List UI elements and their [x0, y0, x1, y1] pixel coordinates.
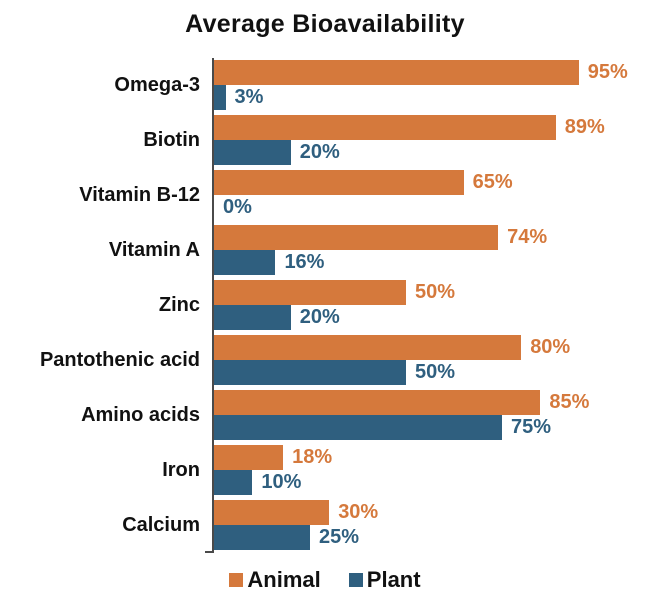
animal-bar-row: 74%	[214, 225, 650, 250]
plant-bar	[214, 250, 276, 275]
legend-label: Animal	[247, 567, 321, 592]
animal-bar	[214, 335, 522, 360]
plant-bar	[214, 360, 406, 385]
plant-value-label: 25%	[319, 526, 360, 548]
category-bars: 65% 0%	[212, 170, 650, 220]
plant-value-label: 50%	[415, 361, 456, 383]
category-label: Amino acids	[81, 403, 200, 426]
category-label: Vitamin A	[108, 238, 200, 261]
animal-value-label: 95%	[587, 61, 628, 83]
legend-label: Plant	[366, 567, 421, 592]
category-bars: 89% 20%	[212, 115, 650, 165]
category-group: Amino acids 85% 75%	[0, 390, 650, 440]
category-group: Pantothenic acid 80% 50%	[0, 335, 650, 385]
plant-bar-row: 20%	[214, 140, 650, 165]
category-group: Calcium 30% 25%	[0, 500, 650, 550]
plant-bar-row: 25%	[214, 525, 650, 550]
animal-bar	[214, 170, 464, 195]
plant-bar	[214, 470, 253, 495]
plant-bar	[214, 305, 291, 330]
plant-bar	[214, 525, 310, 550]
animal-value-label: 80%	[530, 336, 571, 358]
animal-bar-row: 65%	[214, 170, 650, 195]
plant-bar-row: 16%	[214, 250, 650, 275]
animal-bar	[214, 280, 406, 305]
plant-value-label: 75%	[511, 416, 552, 438]
category-label: Calcium	[122, 513, 200, 536]
animal-bar-row: 80%	[214, 335, 650, 360]
x-axis-tick	[205, 551, 214, 553]
category-label: Pantothenic acid	[39, 348, 200, 371]
category-bars: 18% 10%	[212, 445, 650, 495]
plant-bar-row: 75%	[214, 415, 650, 440]
category-bars: 50% 20%	[212, 280, 650, 330]
animal-value-label: 65%	[472, 171, 513, 193]
plant-value-label: 20%	[299, 306, 340, 328]
category-bars: 80% 50%	[212, 335, 650, 385]
category-label: Vitamin B-12	[79, 183, 200, 206]
animal-value-label: 85%	[549, 391, 590, 413]
category-bars: 85% 75%	[212, 390, 650, 440]
animal-value-label: 74%	[507, 226, 548, 248]
plant-bar	[214, 85, 226, 110]
animal-value-label: 18%	[292, 446, 333, 468]
animal-bar-row: 95%	[214, 60, 650, 85]
animal-swatch-icon	[229, 573, 244, 587]
chart-title: Average Bioavailability	[185, 10, 465, 38]
plant-value-label: 10%	[261, 471, 302, 493]
animal-bar	[214, 225, 499, 250]
category-group: Omega-3 95% 3%	[0, 60, 650, 110]
category-label: Biotin	[143, 128, 200, 151]
plant-bar-row: 50%	[214, 360, 650, 385]
legend-item-plant: Plant	[348, 567, 421, 593]
category-group: Biotin 89% 20%	[0, 115, 650, 165]
category-label: Omega-3	[114, 73, 200, 96]
bar-groups: Omega-3 95% 3% Biotin 89% 20% Vitamin B-12 65% 0…	[0, 60, 650, 550]
plant-bar-row: 0%	[214, 195, 650, 220]
animal-bar-row: 30%	[214, 500, 650, 525]
plant-bar-row: 20%	[214, 305, 650, 330]
animal-bar	[214, 115, 556, 140]
animal-bar-row: 89%	[214, 115, 650, 140]
plant-bar	[214, 140, 291, 165]
plant-value-label: 0%	[223, 196, 252, 218]
category-group: Iron 18% 10%	[0, 445, 650, 495]
plant-value-label: 20%	[299, 141, 340, 163]
plant-bar-row: 3%	[214, 85, 650, 110]
animal-value-label: 89%	[564, 116, 605, 138]
bar-chart: Omega-3 95% 3% Biotin 89% 20% Vitamin B-12 65% 0…	[0, 58, 650, 553]
animal-bar	[214, 60, 579, 85]
plant-value-label: 16%	[284, 251, 325, 273]
category-group: Vitamin A 74% 16%	[0, 225, 650, 275]
legend-item-animal: Animal	[229, 567, 321, 593]
plant-bar-row: 10%	[214, 470, 650, 495]
animal-bar	[214, 500, 330, 525]
plant-bar	[214, 415, 502, 440]
category-label: Iron	[162, 458, 200, 481]
category-bars: 74% 16%	[212, 225, 650, 275]
animal-value-label: 50%	[415, 281, 456, 303]
animal-bar	[214, 445, 284, 470]
legend: Animal Plant	[0, 567, 650, 593]
y-axis-line	[212, 58, 214, 553]
category-bars: 30% 25%	[212, 500, 650, 550]
category-group: Vitamin B-12 65% 0%	[0, 170, 650, 220]
plant-value-label: 3%	[234, 86, 264, 108]
category-label: Zinc	[158, 293, 200, 316]
animal-bar-row: 85%	[214, 390, 650, 415]
category-bars: 95% 3%	[212, 60, 650, 110]
plant-swatch-icon	[348, 573, 363, 587]
animal-value-label: 30%	[338, 501, 379, 523]
animal-bar-row: 18%	[214, 445, 650, 470]
category-group: Zinc 50% 20%	[0, 280, 650, 330]
animal-bar	[214, 390, 541, 415]
animal-bar-row: 50%	[214, 280, 650, 305]
